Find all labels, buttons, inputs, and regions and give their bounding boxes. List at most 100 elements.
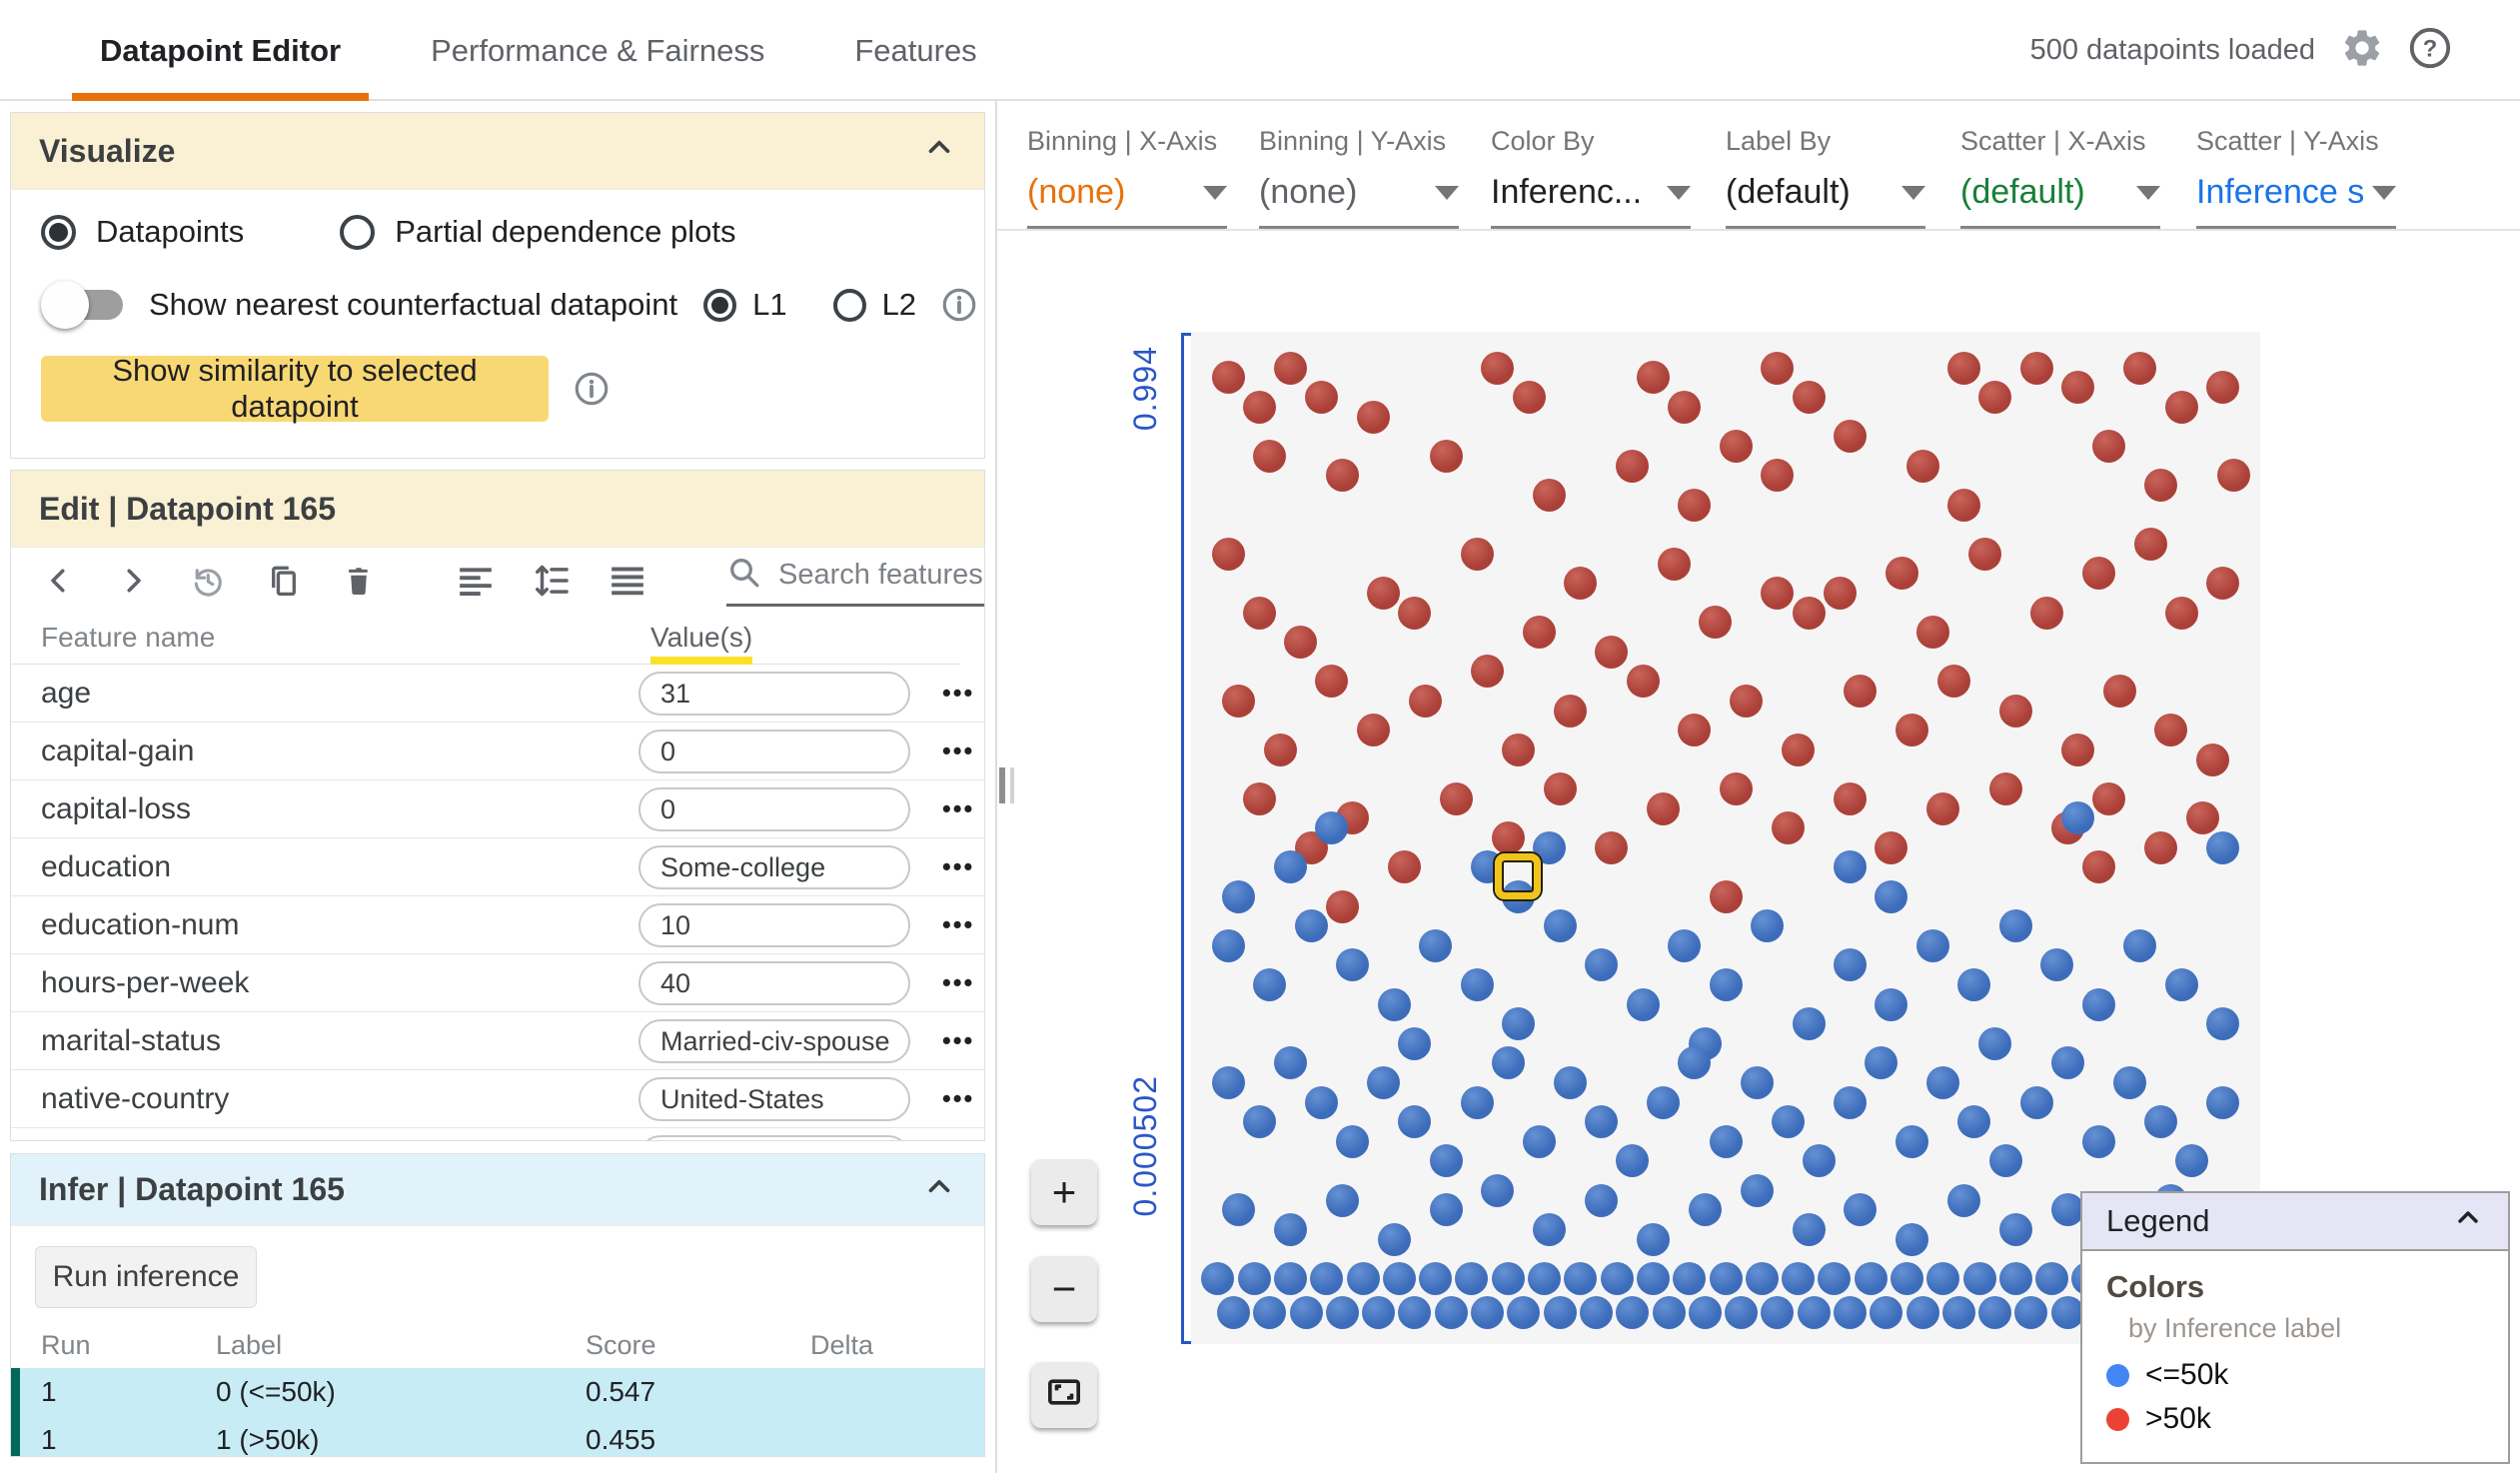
datapoint[interactable]	[1274, 850, 1307, 884]
datapoint[interactable]	[1315, 665, 1349, 699]
datapoint[interactable]	[1745, 1262, 1779, 1295]
datapoint[interactable]	[2206, 1085, 2240, 1119]
datapoint[interactable]	[2206, 1007, 2240, 1041]
previous-datapoint-button[interactable]	[41, 562, 77, 600]
feature-value-input[interactable]: 40	[638, 961, 910, 1005]
counterfactual-toggle[interactable]	[41, 281, 123, 329]
datapoint[interactable]	[2144, 830, 2177, 864]
datapoint[interactable]	[1336, 1124, 1370, 1158]
zoom-out-button[interactable]: −	[1031, 1256, 1097, 1322]
datapoint[interactable]	[2102, 675, 2136, 708]
datapoint[interactable]	[1460, 1085, 1494, 1119]
datapoint[interactable]	[1294, 909, 1328, 943]
datapoint[interactable]	[1242, 1105, 1276, 1139]
datapoint[interactable]	[1367, 577, 1401, 610]
datapoint[interactable]	[1978, 381, 2012, 414]
datapoint[interactable]	[1512, 381, 1546, 414]
datapoint[interactable]	[2050, 1296, 2084, 1330]
sort-order-icon[interactable]	[533, 562, 571, 600]
datapoint[interactable]	[1792, 1213, 1826, 1246]
row-menu-icon[interactable]: •••	[942, 794, 975, 822]
datapoint[interactable]	[1636, 361, 1670, 395]
datapoint[interactable]	[2195, 742, 2229, 776]
legend-header[interactable]: Legend	[2082, 1193, 2508, 1251]
datapoint[interactable]	[1455, 1262, 1489, 1295]
datapoint[interactable]	[1761, 351, 1795, 385]
datapoints-radio[interactable]	[41, 214, 76, 250]
datapoint[interactable]	[1895, 1124, 1929, 1158]
datapoint[interactable]	[1305, 1085, 1339, 1119]
datapoint[interactable]	[1926, 1066, 1960, 1099]
datapoint[interactable]	[1429, 1193, 1463, 1227]
datapoint[interactable]	[1522, 616, 1556, 650]
datapoint[interactable]	[1782, 1262, 1816, 1295]
datapoint[interactable]	[2092, 430, 2126, 463]
history-icon[interactable]	[189, 562, 227, 600]
collapse-chevron-icon[interactable]	[2452, 1201, 2484, 1241]
datapoint[interactable]	[2175, 1144, 2209, 1178]
datapoint[interactable]	[2081, 850, 2115, 884]
datapoint[interactable]	[1792, 1007, 1826, 1041]
datapoint[interactable]	[1398, 1296, 1432, 1330]
dropdown-value-row[interactable]: Inference s	[2196, 173, 2396, 229]
datapoint[interactable]	[1419, 1262, 1453, 1295]
collapse-chevron-icon[interactable]	[922, 130, 956, 172]
settings-button[interactable]	[2338, 26, 2386, 74]
datapoint[interactable]	[1802, 1144, 1836, 1178]
datapoint[interactable]	[1792, 596, 1826, 630]
datapoint[interactable]	[1998, 694, 2032, 728]
datapoint[interactable]	[1222, 684, 1256, 718]
datapoint[interactable]	[1362, 1296, 1396, 1330]
feature-value-input[interactable]: Exec-managerial	[638, 1135, 910, 1140]
datapoint[interactable]	[1947, 351, 1980, 385]
datapoint[interactable]	[1833, 1085, 1867, 1119]
datapoint[interactable]	[1833, 948, 1867, 982]
datapoint[interactable]	[1725, 1296, 1759, 1330]
values-column-header[interactable]: Value(s)	[650, 622, 753, 665]
selected-datapoint-marker[interactable]	[1495, 853, 1542, 900]
datapoint[interactable]	[1543, 1296, 1577, 1330]
datapoint[interactable]	[1522, 1124, 1556, 1158]
datapoint[interactable]	[1678, 714, 1712, 747]
dropdown-scatter-y-axis[interactable]: Scatter | Y-Axis Inference s	[2196, 126, 2396, 229]
row-menu-icon[interactable]: •••	[942, 968, 975, 996]
datapoint[interactable]	[2061, 371, 2095, 405]
datapoint[interactable]	[2014, 1296, 2048, 1330]
datapoint[interactable]	[1699, 606, 1733, 640]
datapoint[interactable]	[1673, 1262, 1707, 1295]
datapoint[interactable]	[2206, 830, 2240, 864]
row-menu-icon[interactable]: •••	[942, 679, 975, 707]
datapoint[interactable]	[1274, 1213, 1307, 1246]
datapoint[interactable]	[1600, 1262, 1634, 1295]
datapoint[interactable]	[1926, 791, 1960, 825]
datapoint[interactable]	[1356, 714, 1390, 747]
datapoint[interactable]	[1678, 488, 1712, 522]
next-datapoint-button[interactable]	[115, 562, 151, 600]
datapoint[interactable]	[1274, 351, 1307, 385]
dropdown-value-row[interactable]: (default)	[1726, 173, 1925, 229]
datapoint[interactable]	[1346, 1262, 1380, 1295]
dropdown-scatter-x-axis[interactable]: Scatter | X-Axis (default)	[1960, 126, 2160, 229]
datapoint[interactable]	[2185, 801, 2219, 835]
datapoint[interactable]	[1740, 1173, 1774, 1207]
datapoint[interactable]	[1502, 733, 1536, 766]
datapoint[interactable]	[1998, 1262, 2032, 1295]
datapoint[interactable]	[1377, 1222, 1411, 1256]
datapoint[interactable]	[1998, 1213, 2032, 1246]
infer-header[interactable]: Infer | Datapoint 165	[11, 1154, 984, 1226]
datapoint[interactable]	[2081, 1124, 2115, 1158]
datapoint[interactable]	[1616, 1144, 1650, 1178]
datapoint[interactable]	[1398, 596, 1432, 630]
feature-value-input[interactable]: 0	[638, 787, 910, 831]
datapoint[interactable]	[2133, 528, 2167, 561]
datapoint[interactable]	[1719, 430, 1753, 463]
datapoint[interactable]	[2206, 371, 2240, 405]
datapoint[interactable]	[1553, 694, 1587, 728]
datapoint[interactable]	[1875, 830, 1908, 864]
datapoint[interactable]	[1636, 1222, 1670, 1256]
dropdown-value-row[interactable]: (none)	[1027, 173, 1227, 229]
datapoint[interactable]	[1895, 714, 1929, 747]
datapoint[interactable]	[2123, 928, 2157, 962]
datapoint[interactable]	[1657, 547, 1691, 581]
datapoint[interactable]	[1579, 1296, 1613, 1330]
